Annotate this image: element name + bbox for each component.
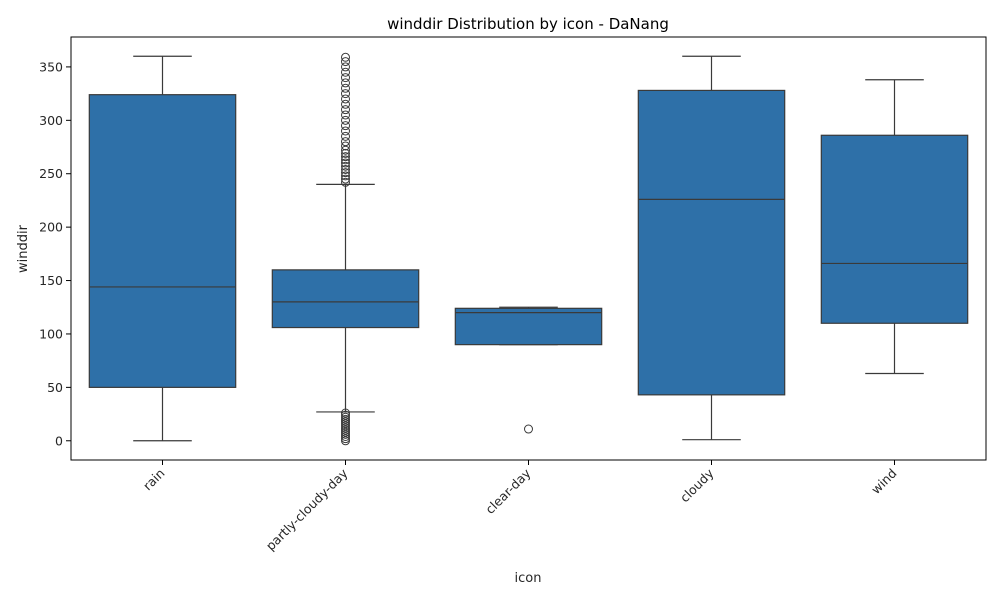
box-group-clear-day: [454, 306, 603, 434]
box-group-wind: [820, 79, 969, 375]
outlier-point: [341, 121, 350, 131]
outlier-point: [341, 164, 350, 174]
outlier-point: [341, 145, 350, 155]
iqr-box: [637, 89, 786, 396]
outlier-point: [341, 131, 350, 141]
outlier-point: [341, 429, 350, 439]
outlier-point: [341, 168, 350, 178]
outlier-point: [341, 126, 350, 136]
iqr-box: [454, 307, 603, 346]
y-tick-label: 250: [39, 166, 63, 181]
outlier-point: [341, 158, 350, 168]
iqr-box: [271, 269, 420, 329]
outlier-point: [341, 62, 350, 72]
y-axis-label: winddir: [16, 224, 31, 273]
outlier-point: [341, 67, 350, 77]
outlier-point: [341, 434, 350, 444]
outlier-point: [341, 161, 350, 171]
outlier-point: [341, 148, 350, 158]
outlier-point: [341, 432, 350, 441]
iqr-box: [88, 94, 237, 388]
outlier-point: [341, 410, 350, 420]
outlier-point: [341, 419, 350, 429]
y-tick-label: 300: [39, 113, 63, 128]
outlier-point: [341, 115, 350, 125]
x-axis-label: icon: [515, 571, 542, 586]
iqr-box: [820, 134, 969, 324]
outlier-point: [341, 89, 350, 99]
y-tick-label: 100: [39, 326, 63, 341]
outlier-point: [341, 436, 350, 446]
outlier-point: [341, 177, 350, 187]
outlier-point: [341, 141, 350, 151]
outlier-point: [341, 155, 350, 165]
outlier-point: [341, 52, 350, 62]
chart-title: winddir Distribution by icon - DaNang: [387, 15, 669, 33]
outlier-point: [341, 171, 350, 181]
outlier-point: [341, 421, 350, 431]
y-tick-label: 150: [39, 273, 63, 288]
outlier-point: [341, 425, 350, 435]
outlier-point: [341, 105, 350, 115]
outlier-point: [341, 110, 350, 120]
outlier-point: [341, 423, 350, 433]
outlier-point: [341, 99, 350, 109]
outlier-point: [341, 417, 350, 427]
outlier-point: [341, 78, 350, 88]
outlier-point: [341, 174, 350, 184]
y-tick-label: 0: [55, 433, 63, 448]
outlier-point: [341, 152, 350, 162]
outlier-point: [524, 424, 533, 434]
box-group-rain: [88, 55, 237, 442]
outlier-point: [341, 414, 350, 424]
outlier-point: [341, 94, 350, 104]
outlier-point: [341, 57, 350, 67]
plot-area: [88, 52, 969, 446]
outlier-point: [341, 73, 350, 83]
outlier-point: [341, 137, 350, 147]
y-tick-label: 50: [47, 380, 63, 395]
y-axis: 0 50 100 150 200 250 300 350: [39, 59, 71, 448]
outlier-point: [341, 408, 350, 418]
y-tick-label: 200: [39, 220, 63, 235]
outlier-point: [341, 427, 350, 437]
outlier-point: [341, 83, 350, 93]
outlier-point: [341, 412, 350, 422]
box-group-cloudy: [637, 55, 786, 441]
box-group-partly-cloudy-day: [271, 52, 420, 446]
y-tick-label: 350: [39, 59, 63, 74]
